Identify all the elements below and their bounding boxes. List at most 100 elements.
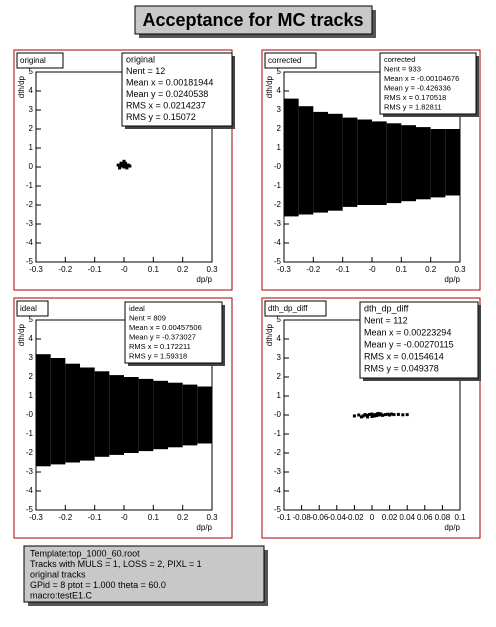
point (405, 413, 409, 417)
box-cell (372, 121, 387, 205)
point (122, 165, 126, 169)
point (379, 412, 383, 416)
y-tick-label: -1 (274, 181, 282, 190)
box-cell (168, 382, 183, 448)
y-tick-label: -4 (274, 238, 282, 247)
stats-line: RMS y = 1.82811 (384, 102, 442, 111)
y-tick-label: 4 (29, 86, 34, 95)
point (367, 412, 371, 416)
y-tick-label: -3 (26, 467, 34, 476)
x-tick-label: 0.1 (148, 513, 160, 522)
stats-line: Mean y = -0.373027 (129, 332, 196, 341)
y-tick-label: -2 (26, 200, 34, 209)
y-tick-label: -5 (26, 505, 34, 514)
y-tick-label: -4 (26, 486, 34, 495)
y-tick-label: -5 (274, 505, 282, 514)
canvas-title: Acceptance for MC tracks (142, 10, 363, 30)
x-tick-label: -0.08 (292, 513, 311, 522)
pad-label-box (16, 52, 64, 69)
y-tick-label: 1 (29, 143, 34, 152)
point (373, 414, 377, 418)
point (365, 413, 369, 417)
box-cell (328, 113, 343, 211)
y-tick-label: 1 (277, 143, 282, 152)
box-cell (298, 106, 314, 215)
x-axis-label: dp/p (444, 275, 460, 284)
point (370, 412, 374, 416)
x-tick-label: -0.1 (277, 513, 291, 522)
y-tick-label: 3 (277, 353, 282, 362)
y-tick-label: -4 (26, 238, 34, 247)
x-axis-label: dp/p (196, 275, 212, 284)
point (119, 164, 123, 168)
x-tick-label: -0.3 (277, 265, 291, 274)
y-tick-label: 2 (29, 124, 34, 133)
point (118, 166, 122, 170)
box-cell (342, 117, 358, 207)
box-cell (430, 129, 446, 198)
point (389, 412, 393, 416)
y-tick-label: 3 (277, 105, 282, 114)
box-cell (197, 386, 212, 444)
point (401, 413, 405, 417)
pad-label: ideal (20, 304, 37, 313)
stats-line: RMS x = 0.172211 (129, 342, 191, 351)
x-tick-label: 0.08 (435, 513, 451, 522)
x-tick-label: 0.2 (177, 513, 189, 522)
y-tick-label: 0 (29, 162, 34, 171)
y-tick-label: 5 (277, 67, 282, 76)
info-box (23, 545, 265, 603)
stats-line: ideal (129, 304, 145, 313)
x-tick-label: 0.3 (206, 265, 218, 274)
stats-line: RMS x = 0.170518 (384, 93, 446, 102)
x-axis-label: dp/p (444, 523, 460, 532)
stats-line: RMS x = 0.0214237 (126, 100, 206, 110)
pad-label-box (16, 300, 49, 317)
stats-line: Nent = 12 (126, 66, 165, 76)
stats-line: RMS x = 0.0154614 (364, 351, 444, 361)
stats-line: Mean y = 0.0240538 (126, 89, 208, 99)
pad-label: corrected (268, 56, 301, 65)
stats-box (359, 301, 479, 379)
point (119, 161, 123, 165)
point (377, 413, 381, 417)
stats-line: Mean y = -0.426336 (384, 83, 451, 92)
x-tick-label: -0.04 (328, 513, 347, 522)
x-tick-label: 0.2 (177, 265, 189, 274)
x-axis-label: dp/p (196, 523, 212, 532)
stats-line: Nent = 809 (129, 313, 166, 322)
point (366, 415, 370, 419)
x-tick-label: 0.2 (425, 265, 437, 274)
x-tick-label: 0.3 (454, 265, 466, 274)
y-tick-label: 5 (29, 67, 34, 76)
pad-label-box (264, 52, 317, 69)
stats-line: RMS y = 0.15072 (126, 112, 196, 122)
y-tick-label: -1 (26, 181, 34, 190)
y-tick-label: -0 (274, 410, 282, 419)
y-tick-label: -4 (274, 486, 282, 495)
point (352, 414, 356, 418)
point (370, 415, 374, 419)
point (361, 414, 365, 418)
x-tick-label: 0.3 (206, 513, 218, 522)
x-tick-label: -0.1 (336, 265, 350, 274)
y-tick-label: -5 (274, 257, 282, 266)
y-tick-label: 3 (29, 105, 34, 114)
box-cell (94, 371, 110, 457)
stats-line: RMS y = 1.59318 (129, 351, 187, 360)
y-tick-label: 5 (29, 315, 34, 324)
point (383, 413, 387, 417)
point (357, 413, 361, 417)
y-tick-label: -3 (274, 467, 282, 476)
point (392, 413, 396, 417)
y-tick-label: 4 (277, 334, 282, 343)
box-cell (50, 358, 66, 465)
stats-line: Nent = 112 (364, 315, 408, 325)
stats-line: Mean x = 0.00457506 (129, 323, 202, 332)
box-cell (65, 363, 80, 463)
y-axis-label: dth/dp (17, 323, 26, 346)
y-tick-label: 3 (29, 353, 34, 362)
stats-line: Nent = 933 (384, 64, 421, 73)
x-tick-label: 0.1 (148, 265, 160, 274)
